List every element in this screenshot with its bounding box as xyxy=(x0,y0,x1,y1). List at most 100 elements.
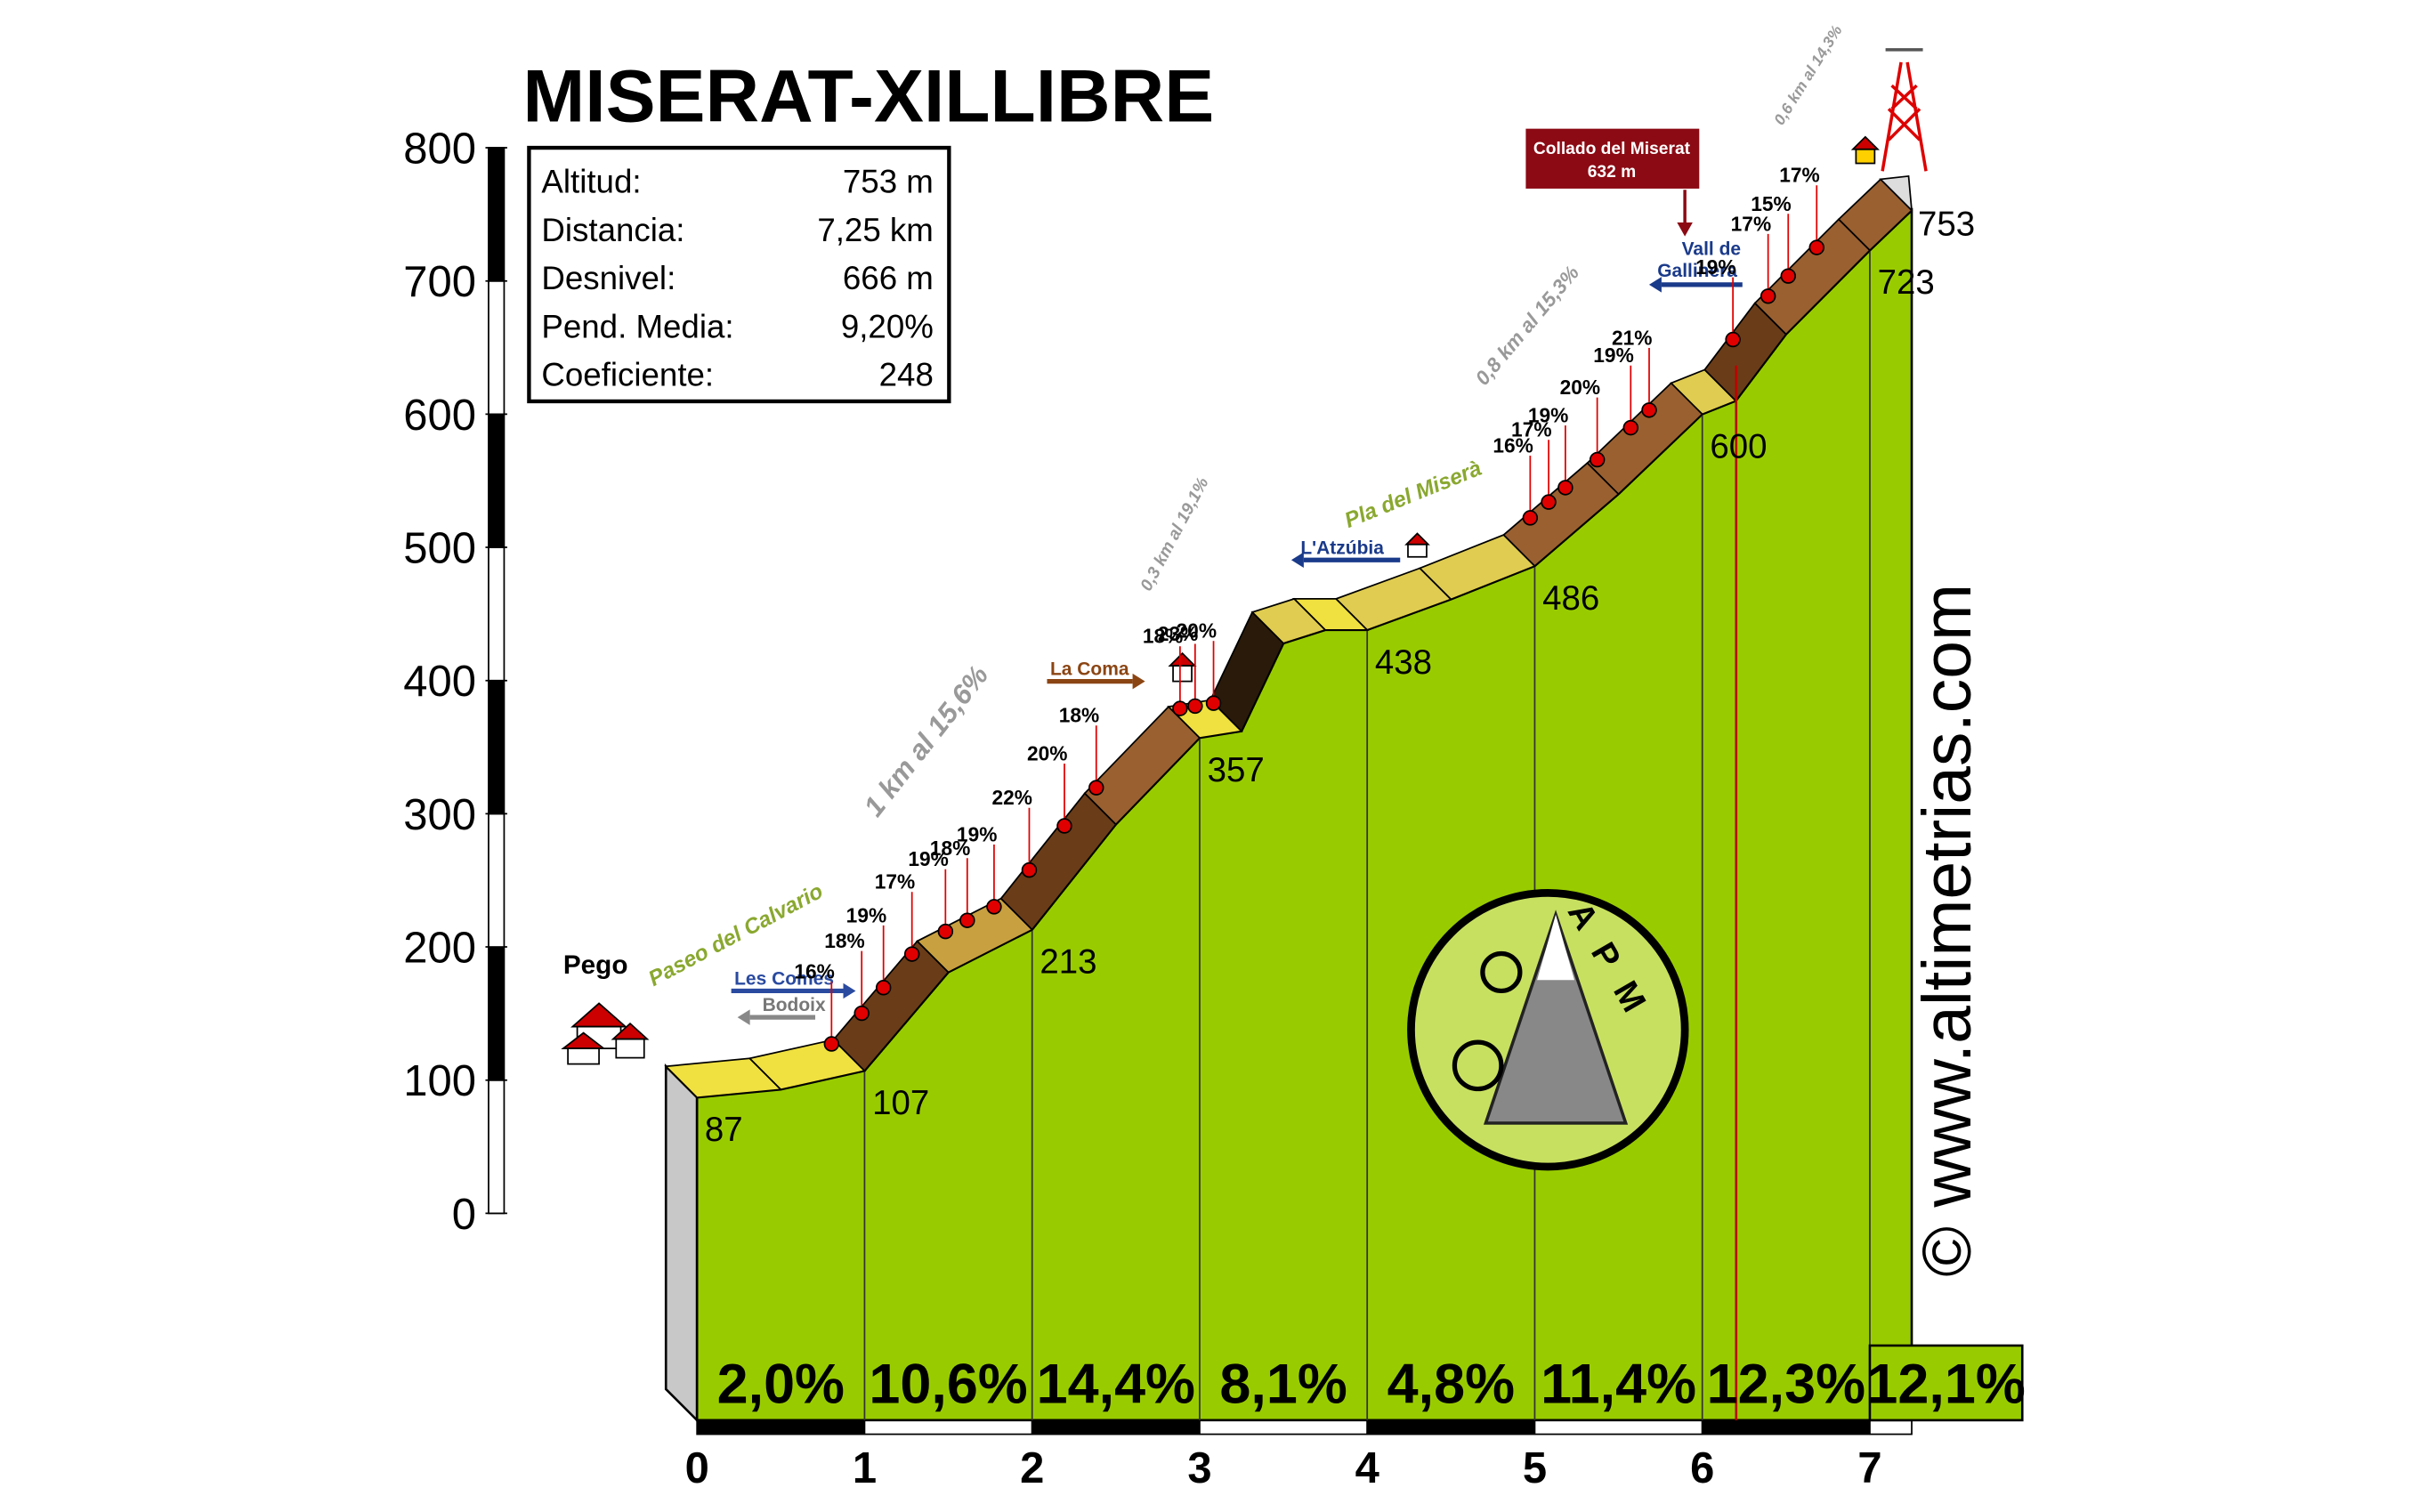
slope-note: 0,6 km al 14,3% xyxy=(1770,21,1846,128)
gradient-label: 21% xyxy=(1612,326,1652,349)
y-tick-label: 600 xyxy=(403,392,476,440)
x-tick-label: 4 xyxy=(1355,1444,1379,1492)
info-rows: Altitud: 753 m Distancia: 7,25 km Desnivel: 6… xyxy=(541,164,933,393)
elevation-label: 600 xyxy=(1710,427,1767,465)
info-value: 7,25 km xyxy=(817,212,934,248)
gradient-marker xyxy=(875,980,892,996)
elevation-label: 438 xyxy=(1375,643,1432,682)
gradient-marker xyxy=(823,1036,840,1052)
gradient-marker xyxy=(1808,239,1824,255)
arrow-head xyxy=(1290,552,1304,568)
place-label: Pego xyxy=(563,950,628,980)
elevation-label: 107 xyxy=(872,1084,929,1122)
chart-title: MISERAT-XILLIBRE xyxy=(522,53,1214,137)
segment-gradient: 4,8% xyxy=(1387,1354,1515,1416)
y-scale-bar xyxy=(488,546,506,682)
y-tick-label: 100 xyxy=(403,1057,476,1105)
gradient-marker xyxy=(853,1005,870,1022)
x-tick-label: 2 xyxy=(1020,1444,1044,1492)
info-value: 9,20% xyxy=(841,308,934,344)
gradient-marker xyxy=(1589,451,1606,468)
info-label: Desnivel: xyxy=(541,260,676,296)
x-scale-bar xyxy=(1199,1419,1369,1435)
segment-box xyxy=(1868,1344,2024,1422)
x-tick-label: 6 xyxy=(1690,1444,1714,1492)
elevation-label: 87 xyxy=(705,1111,743,1149)
gradient-marker xyxy=(1056,818,1072,834)
info-value: 666 m xyxy=(843,260,934,296)
place-label: Bodoix xyxy=(763,995,826,1015)
segment-gradient: 8,1% xyxy=(1219,1354,1347,1416)
y-tick-label: 300 xyxy=(403,791,476,839)
gradient-marker xyxy=(1780,268,1796,284)
gradient-label: 19% xyxy=(1528,404,1568,427)
elevation-label: 357 xyxy=(1208,751,1265,789)
gradient-marker xyxy=(1021,861,1038,878)
pass-label: Collado del Miserat xyxy=(1533,140,1691,158)
gradient-label: 20% xyxy=(1177,619,1217,643)
gradient-marker xyxy=(903,946,920,962)
gradient-label: 18% xyxy=(1143,625,1183,648)
gradient-marker xyxy=(1172,700,1188,716)
x-scale-bar xyxy=(696,1419,866,1435)
place-note: Pla del Miserà xyxy=(1341,457,1485,533)
profile-side xyxy=(664,1063,699,1424)
gradient-marker xyxy=(1088,780,1104,796)
pass-box xyxy=(1523,126,1702,191)
x-scale-bar xyxy=(1533,1419,1703,1435)
logo xyxy=(1407,888,1689,1171)
gradient-label: 20% xyxy=(1027,742,1067,765)
place-label: La Coma xyxy=(1050,659,1129,680)
gradient-marker xyxy=(1205,695,1222,711)
y-tick-label: 800 xyxy=(403,125,476,174)
gradient-label: 17% xyxy=(1731,212,1771,235)
segment-gradient: 10,6% xyxy=(869,1354,1027,1416)
place-label: Les Comes xyxy=(734,968,834,989)
gradient-label: 18% xyxy=(824,929,864,952)
info-label: Distancia: xyxy=(541,212,684,248)
watermark: © www.altimetrias.com xyxy=(1909,584,1986,1277)
elevation-label: 486 xyxy=(1542,579,1599,618)
gradient-label: 23% xyxy=(1158,622,1198,645)
village-icon xyxy=(561,1002,650,1065)
arrow-head xyxy=(737,1009,750,1025)
segment-gradient: 2,0% xyxy=(717,1354,845,1416)
x-tick-label: 0 xyxy=(685,1444,709,1492)
place-label: Gallinera xyxy=(1657,261,1737,281)
x-scale-bar xyxy=(1031,1419,1201,1435)
info-box xyxy=(527,145,951,404)
x-tick-label: 5 xyxy=(1523,1444,1547,1492)
gradient-marker xyxy=(1187,698,1203,715)
x-scale-bar xyxy=(863,1419,1033,1435)
y-scale-bar xyxy=(488,413,506,548)
gradient-label: 19% xyxy=(1695,255,1735,279)
arrow-head xyxy=(1132,673,1145,690)
gradient-label: 19% xyxy=(1593,344,1633,367)
arrow-head xyxy=(843,982,856,999)
x-scale-bar xyxy=(1366,1419,1536,1435)
gradient-label: 18% xyxy=(1059,704,1099,727)
gradient-label: 16% xyxy=(1493,434,1533,457)
slope-note: 1 km al 15,6% xyxy=(858,659,995,822)
gradient-label: 19% xyxy=(908,847,948,870)
gradient-label: 17% xyxy=(1779,164,1819,187)
y-scale-bar xyxy=(488,147,506,282)
gradient-label: 20% xyxy=(1560,376,1600,399)
info-label: Coeficiente: xyxy=(541,356,714,392)
house-icon xyxy=(1404,532,1430,558)
y-scale-bar xyxy=(488,1079,506,1215)
segment-gradient: 11,4% xyxy=(1541,1354,1696,1416)
segment-gradient: 12,3% xyxy=(1707,1354,1865,1416)
gradient-label: 19% xyxy=(957,822,997,845)
segment-gradient: 14,4% xyxy=(1037,1354,1195,1416)
info-value: 248 xyxy=(879,356,934,392)
slope-note: 0,3 km al 19,1% xyxy=(1137,474,1213,594)
x-tick-label: 3 xyxy=(1187,1444,1211,1492)
y-scale-bar xyxy=(488,946,506,1081)
gradient-marker xyxy=(1725,331,1741,348)
x-tick-label: 7 xyxy=(1857,1444,1881,1492)
y-tick-label: 200 xyxy=(403,925,476,973)
gradient-marker xyxy=(986,899,1002,915)
